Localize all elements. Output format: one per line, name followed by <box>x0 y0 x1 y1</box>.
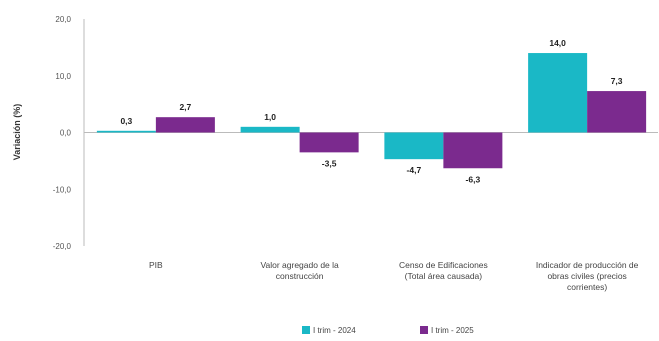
data-label: 14,0 <box>549 38 566 48</box>
data-label: 2,7 <box>179 102 191 112</box>
bars <box>96 53 647 169</box>
bar-2024-2 <box>384 132 444 160</box>
y-tick-label: 10,0 <box>55 72 71 81</box>
y-tick-label: -20,0 <box>53 242 72 251</box>
legend-swatch <box>420 326 428 334</box>
y-tick-label: 20,0 <box>55 15 71 24</box>
bar-2025-0 <box>155 117 215 133</box>
data-label: -6,3 <box>466 174 481 184</box>
category-label: Censo de Edificaciones (Total área causad… <box>399 260 488 281</box>
data-label: 7,3 <box>611 76 623 86</box>
bar-2025-2 <box>443 132 503 169</box>
bar-2024-1 <box>240 126 300 133</box>
bar-2024-3 <box>528 53 588 133</box>
data-label: -4,7 <box>407 165 422 175</box>
data-labels: 0,3 1,0 -4,7 14,0 2,7 -3,5 -6,3 7,3 <box>120 38 622 184</box>
legend-label: I trim - 2024 <box>313 326 356 335</box>
legend-label: I trim - 2025 <box>431 326 474 335</box>
data-label: -3,5 <box>322 158 337 168</box>
data-label: 1,0 <box>264 112 276 122</box>
data-label: 0,3 <box>120 116 132 126</box>
bar-2025-1 <box>299 132 359 153</box>
legend: I trim - 2024 I trim - 2025 <box>302 326 474 335</box>
category-label: PIB <box>149 260 163 270</box>
y-axis-ticks: 20,0 10,0 0,0 -10,0 -20,0 <box>53 15 72 251</box>
bar-2024-0 <box>96 130 156 133</box>
bar-2025-3 <box>587 91 647 133</box>
y-axis-label: Variación (%) <box>12 104 22 161</box>
category-label: Indicador de producción de obras civiles … <box>536 260 639 292</box>
y-tick-label: -10,0 <box>53 185 72 194</box>
category-labels: PIB Valor agregado de la construcción Censo… <box>149 260 639 292</box>
y-tick-label: 0,0 <box>60 129 72 138</box>
category-label: Valor agregado de la construcción <box>260 260 339 281</box>
legend-swatch <box>302 326 310 334</box>
